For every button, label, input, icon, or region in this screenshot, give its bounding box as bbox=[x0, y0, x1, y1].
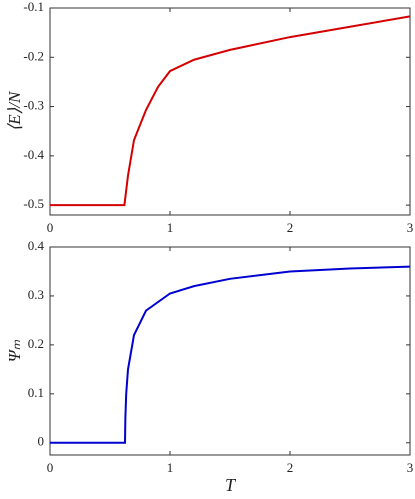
y-tick-label: -0.3 bbox=[23, 98, 44, 113]
data-line bbox=[50, 265, 411, 444]
y-tick-label: -0.2 bbox=[23, 48, 44, 63]
x-tick-label: 1 bbox=[167, 220, 174, 235]
y-tick-label: -0.4 bbox=[23, 147, 44, 162]
y-tick-label: 0.1 bbox=[28, 385, 44, 400]
data-line bbox=[50, 15, 411, 207]
x-axis-label: T bbox=[225, 475, 237, 494]
y-axis-label: Ψₘ bbox=[5, 339, 24, 362]
x-tick-label: 2 bbox=[287, 220, 294, 235]
y-tick-label: 0.4 bbox=[28, 238, 45, 253]
y-tick-label: 0.2 bbox=[28, 336, 44, 351]
axes-box bbox=[49, 246, 411, 456]
y-tick-label: 0 bbox=[38, 434, 45, 449]
x-tick-label: 1 bbox=[167, 460, 174, 475]
y-axis-label: ⟨E⟩/N bbox=[5, 90, 24, 131]
x-tick-label: 3 bbox=[407, 460, 414, 475]
x-tick-label: 3 bbox=[407, 220, 414, 235]
x-tick-label: 0 bbox=[47, 460, 54, 475]
y-tick-label: 0.3 bbox=[28, 287, 44, 302]
y-tick-label: -0.5 bbox=[23, 196, 44, 211]
y-tick-label: -0.1 bbox=[23, 0, 44, 14]
x-tick-label: 0 bbox=[47, 220, 54, 235]
axes-box bbox=[49, 7, 411, 216]
x-tick-label: 2 bbox=[287, 460, 294, 475]
